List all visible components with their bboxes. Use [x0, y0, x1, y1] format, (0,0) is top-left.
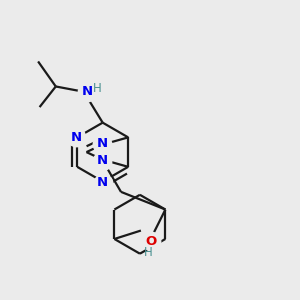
Text: N: N [81, 85, 92, 98]
Text: O: O [145, 235, 156, 248]
Text: N: N [70, 131, 82, 144]
Text: N: N [97, 176, 108, 189]
Text: N: N [97, 137, 108, 150]
Text: N: N [97, 154, 108, 167]
Text: H: H [93, 82, 102, 95]
Text: H: H [144, 246, 153, 259]
